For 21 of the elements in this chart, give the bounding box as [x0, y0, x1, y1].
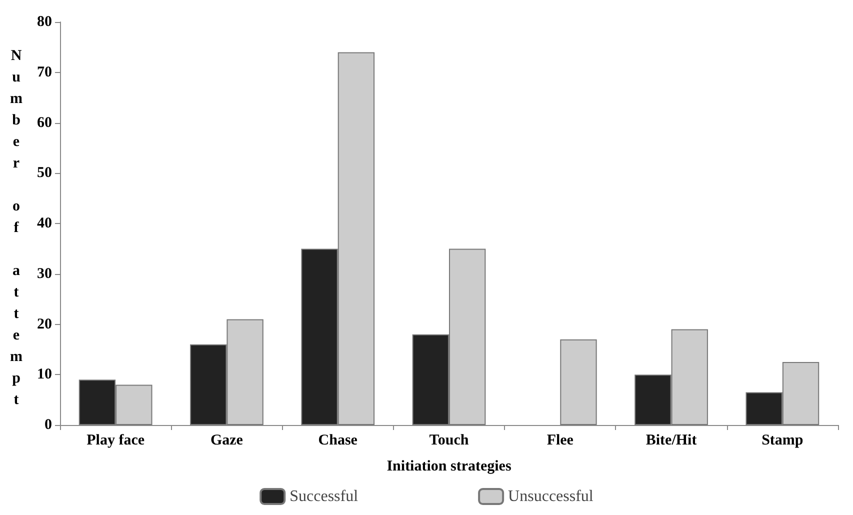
x-tick-label: Chase — [318, 432, 358, 448]
y-tick-label: 0 — [44, 417, 52, 433]
y-tick-label: 80 — [37, 14, 52, 30]
y-tick-label: 70 — [37, 64, 52, 80]
y-tick-label: 50 — [37, 165, 52, 182]
legend-label: Successful — [290, 488, 359, 505]
x-tick-label: Flee — [546, 432, 574, 448]
x-tick-label: Touch — [429, 432, 470, 448]
x-tick-label: Gaze — [210, 432, 244, 448]
legend-label: Unsuccessful — [508, 488, 594, 505]
x-axis-title: Initiation strategies — [386, 458, 512, 474]
bar — [560, 339, 597, 425]
text: Number of attempt — [10, 48, 22, 408]
y-tick-label: 10 — [37, 366, 52, 383]
y-tick-label: 20 — [37, 316, 52, 332]
y-tick-label: 30 — [37, 266, 52, 282]
x-tick-label: Bite/Hit — [646, 432, 697, 448]
x-tick-label: Stamp — [762, 432, 804, 448]
x-tick-label: Play face — [86, 432, 145, 448]
y-tick-label: 60 — [37, 114, 52, 131]
y-tick-label: 40 — [37, 216, 52, 232]
